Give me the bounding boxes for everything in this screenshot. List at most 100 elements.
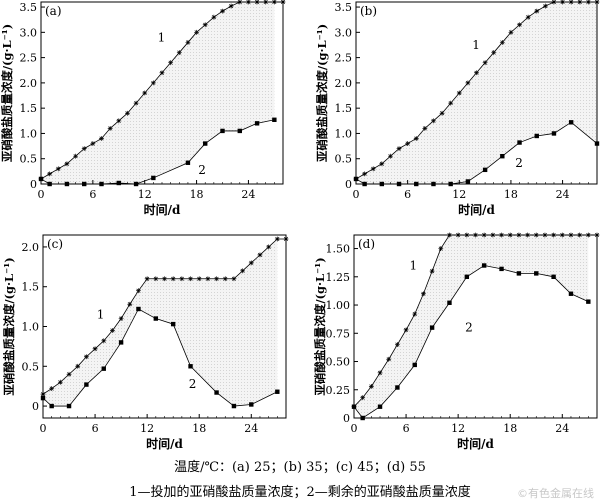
series-2-point-d (568, 291, 574, 296)
series-1-point-c (92, 346, 98, 352)
series-2-point-a (272, 117, 277, 122)
y-tick-label-b: 1.5 (335, 102, 353, 115)
x-axis-label-c: 时间/d (146, 436, 183, 451)
shaded-area-a (41, 2, 275, 184)
series-2-point-c (188, 364, 193, 369)
y-tick-label-a: 1.0 (20, 127, 38, 140)
series-1-point-a (211, 14, 217, 20)
series-1-point-d (403, 327, 409, 333)
y-tick-label-d: 1.25 (326, 271, 351, 284)
series-1-point-b (388, 153, 393, 159)
y-tick-label-d: 0 (343, 412, 350, 425)
x-tick-label-c: 6 (92, 422, 99, 435)
series-label-1-d: 1 (410, 259, 418, 273)
series-2-point-c (214, 390, 219, 395)
series-1-point-b (413, 136, 419, 141)
series-2-point-d (464, 274, 470, 279)
series-1-point-c (101, 338, 107, 344)
y-tick-label-d: 0.50 (326, 356, 351, 369)
series-label-2-b: 2 (515, 156, 523, 170)
y-tick-label-c: 0 (32, 400, 39, 413)
series-1-point-d (421, 291, 426, 297)
series-2-point-b (500, 153, 505, 159)
series-1-point-b (517, 22, 522, 28)
y-tick-label-a: 2.0 (20, 77, 38, 90)
series-1-point-a (116, 118, 122, 124)
series-1-point-c (110, 328, 115, 333)
series-1-point-a (194, 29, 199, 35)
series-1-point-b (491, 50, 497, 55)
y-tick-label-b: 3.5 (335, 1, 353, 14)
y-tick-label-c: 0.5 (22, 360, 40, 373)
series-1-point-c (248, 260, 254, 266)
series-label-2-a: 2 (198, 163, 206, 177)
series-2-point-d (551, 274, 556, 279)
series-2-point-a (151, 175, 156, 181)
series-1-point-b (379, 161, 385, 167)
series-2-point-c (66, 403, 72, 409)
series-1-point-c (75, 363, 81, 369)
series-1-point-a (99, 136, 104, 141)
x-tick-label-c: 12 (140, 422, 154, 435)
y-tick-label-d: 1.00 (326, 299, 351, 312)
series-2-point-d (586, 299, 591, 304)
y-tick-label-a: 1.5 (20, 102, 38, 115)
series-1-point-b (422, 125, 428, 131)
series-2-point-d (395, 385, 400, 390)
series-2-point-b (517, 140, 522, 145)
series-1-point-b (456, 90, 462, 96)
y-tick-label-a: 0 (30, 178, 37, 191)
series-1-point-c (136, 288, 141, 294)
series-2-point-d (499, 266, 504, 272)
x-tick-label-d: 24 (555, 422, 569, 435)
x-tick-label-c: 18 (192, 422, 206, 435)
series-1-point-c (222, 276, 228, 282)
series-1-point-c (49, 386, 55, 391)
figure-caption-legend: 1—投加的亚硝酸盐质量浓度；2—剩余的亚硝酸盐质量浓度 (129, 485, 471, 500)
series-1-point-a (176, 50, 182, 55)
panel-label-c: (c) (47, 237, 63, 251)
y-tick-label-a: 3.5 (20, 1, 38, 14)
y-tick-label-d: 0.25 (326, 384, 351, 397)
series-1-point-a (228, 3, 234, 9)
x-tick-label-d: 12 (451, 422, 465, 435)
y-axis-label-c: 亚硝酸盐质量浓度/(g·L⁻¹) (2, 257, 16, 395)
series-1-point-c (170, 276, 176, 282)
series-2-point-c (84, 382, 89, 387)
shaded-area-d (354, 235, 589, 418)
series-label-1-c: 1 (97, 308, 105, 322)
series-1-point-b (405, 141, 411, 146)
y-tick-label-d: 0.75 (326, 327, 351, 340)
series-1-point-b (465, 80, 471, 86)
series-1-point-b (448, 100, 454, 106)
x-tick-label-b: 0 (353, 188, 360, 201)
x-tick-label-b: 18 (504, 188, 518, 201)
y-axis-label-a: 亚硝酸盐质量浓度/(g·L⁻¹) (0, 24, 14, 162)
series-2-point-c (153, 316, 159, 321)
x-tick-label-d: 18 (503, 422, 517, 435)
series-1-point-c (240, 268, 246, 274)
series-1-point-c (127, 301, 133, 307)
series-1-point-d (377, 370, 383, 376)
series-1-point-b (508, 29, 514, 35)
x-tick-label-d: 0 (351, 422, 358, 435)
series-1-point-c (179, 276, 185, 282)
figure-caption-temperature: 温度/℃：(a) 25；(b) 35；(c) 45；(d) 55 (174, 460, 426, 475)
series-1-point-c (231, 276, 237, 282)
series-1-point-a (81, 146, 87, 152)
y-tick-label-b: 0 (345, 178, 352, 191)
series-1-point-c (144, 276, 150, 282)
series-1-point-c (205, 276, 211, 282)
x-tick-label-c: 24 (244, 422, 258, 435)
y-tick-label-c: 1.5 (22, 281, 40, 294)
series-2-point-c (101, 366, 106, 371)
series-1-point-d (394, 342, 400, 347)
series-2-point-a (220, 128, 225, 134)
series-1-point-c (66, 371, 72, 377)
series-label-2-d: 2 (465, 321, 473, 335)
series-1-point-a (64, 161, 70, 167)
series-1-point-c (162, 276, 167, 282)
x-axis-label-d: 时间/d (457, 436, 494, 451)
